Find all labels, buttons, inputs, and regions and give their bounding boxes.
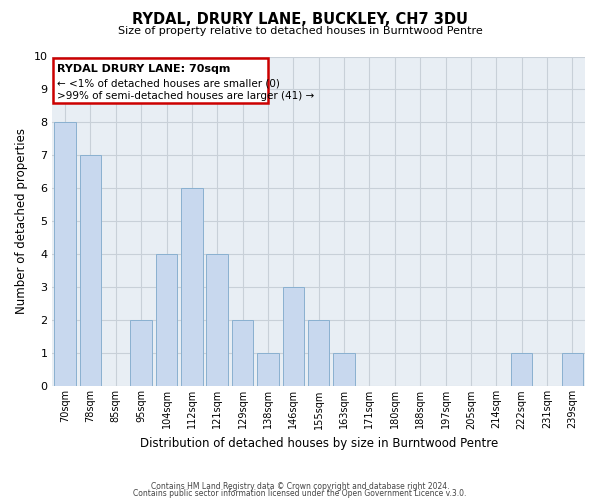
Bar <box>562 354 583 386</box>
Bar <box>130 320 152 386</box>
Text: Contains public sector information licensed under the Open Government Licence v.: Contains public sector information licen… <box>133 490 467 498</box>
Text: ← <1% of detached houses are smaller (0): ← <1% of detached houses are smaller (0) <box>57 78 280 88</box>
Y-axis label: Number of detached properties: Number of detached properties <box>15 128 28 314</box>
Bar <box>80 156 101 386</box>
Bar <box>206 254 228 386</box>
Text: >99% of semi-detached houses are larger (41) →: >99% of semi-detached houses are larger … <box>57 91 314 101</box>
Text: Contains HM Land Registry data © Crown copyright and database right 2024.: Contains HM Land Registry data © Crown c… <box>151 482 449 491</box>
Bar <box>232 320 253 386</box>
Bar <box>156 254 178 386</box>
Bar <box>257 354 279 386</box>
X-axis label: Distribution of detached houses by size in Burntwood Pentre: Distribution of detached houses by size … <box>140 437 498 450</box>
Bar <box>308 320 329 386</box>
Bar <box>55 122 76 386</box>
Bar <box>333 354 355 386</box>
Text: RYDAL, DRURY LANE, BUCKLEY, CH7 3DU: RYDAL, DRURY LANE, BUCKLEY, CH7 3DU <box>132 12 468 28</box>
Bar <box>283 288 304 386</box>
Text: Size of property relative to detached houses in Burntwood Pentre: Size of property relative to detached ho… <box>118 26 482 36</box>
Bar <box>53 58 268 104</box>
Text: RYDAL DRURY LANE: 70sqm: RYDAL DRURY LANE: 70sqm <box>57 64 230 74</box>
Bar <box>181 188 203 386</box>
Bar <box>511 354 532 386</box>
